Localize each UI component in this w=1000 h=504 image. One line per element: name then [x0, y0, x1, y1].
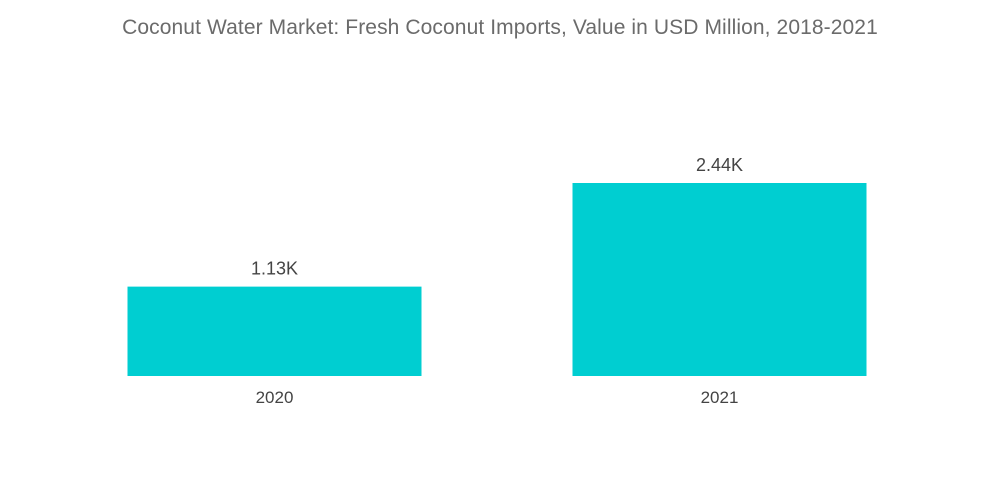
bar-2020 [127, 286, 422, 376]
x-tick-label-2020: 2020 [256, 388, 294, 407]
data-label-2021: 2.44K [696, 155, 743, 175]
x-tick-label-2021: 2021 [701, 388, 739, 407]
chart-title: Coconut Water Market: Fresh Coconut Impo… [122, 16, 878, 39]
data-label-2020: 1.13K [251, 259, 298, 279]
bar-2021 [572, 183, 867, 376]
